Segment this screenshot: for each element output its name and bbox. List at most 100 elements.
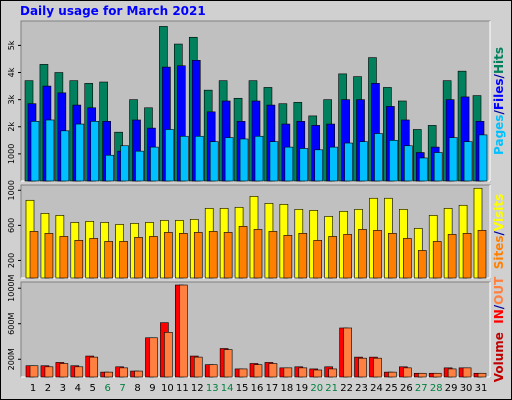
bar xyxy=(105,154,114,182)
y-tick-label: 200 xyxy=(7,253,16,268)
bar xyxy=(373,357,382,378)
x-tick-label: 11 xyxy=(176,383,189,394)
bar xyxy=(283,235,293,279)
x-tick-label: 9 xyxy=(149,383,155,394)
legend-entry: Hits xyxy=(492,47,506,74)
y-tick-label: 1000 xyxy=(7,180,16,200)
bar xyxy=(417,250,427,279)
x-tick-label: 25 xyxy=(385,383,398,394)
bar xyxy=(389,140,398,182)
bar xyxy=(433,152,443,182)
x-tick-label: 5 xyxy=(90,383,96,394)
legend-entry: OUT xyxy=(492,276,506,305)
legend-separator: / xyxy=(492,110,506,115)
bar xyxy=(358,357,367,378)
bar xyxy=(254,135,264,182)
bar xyxy=(44,366,54,378)
bar xyxy=(329,146,338,182)
y-tick-label: 600 xyxy=(7,218,16,233)
x-tick-label: 18 xyxy=(280,383,293,394)
bar xyxy=(29,365,39,378)
bar xyxy=(209,141,219,182)
bar xyxy=(477,372,487,378)
x-tick-label: 23 xyxy=(355,383,368,394)
y-tick-label: 3k xyxy=(7,94,16,104)
bar xyxy=(194,135,204,182)
bar xyxy=(447,234,457,279)
bar xyxy=(432,372,442,378)
bar xyxy=(328,236,337,279)
legend-separator: / xyxy=(492,73,506,78)
legend-separator: / xyxy=(492,230,506,235)
bar xyxy=(223,232,233,279)
legend: Sites/Visits xyxy=(492,194,506,270)
y-tick-label: 4k xyxy=(7,67,16,77)
legend-entry: Files xyxy=(492,78,506,110)
bar xyxy=(268,363,278,378)
y-tick-label: 1000 xyxy=(7,144,16,164)
bar xyxy=(60,130,70,182)
bar xyxy=(223,349,233,378)
bar xyxy=(30,121,40,182)
bar xyxy=(462,367,472,378)
legend-label: Volume xyxy=(492,332,506,382)
x-tick-label: 8 xyxy=(134,383,140,394)
x-tick-label: 29 xyxy=(445,383,458,394)
bar xyxy=(74,366,84,378)
bar xyxy=(134,370,143,378)
bar xyxy=(284,146,294,182)
x-tick-label: 28 xyxy=(430,383,443,394)
x-tick-label: 19 xyxy=(295,383,308,394)
bar xyxy=(373,230,382,279)
bar xyxy=(90,121,100,182)
bar xyxy=(298,233,308,279)
bar xyxy=(477,230,487,279)
y-tick-label: 5k xyxy=(7,40,16,50)
x-tick-label: 14 xyxy=(221,383,234,394)
bar xyxy=(165,129,174,182)
x-tick-label: 20 xyxy=(310,383,323,394)
bar xyxy=(104,371,113,378)
bar xyxy=(283,367,293,378)
x-tick-label: 26 xyxy=(400,383,413,394)
x-tick-label: 7 xyxy=(119,383,125,394)
bar xyxy=(75,123,85,182)
bar xyxy=(374,133,383,182)
bar xyxy=(404,145,413,182)
x-tick-label: 1 xyxy=(30,383,36,394)
bar xyxy=(359,141,368,182)
x-tick-label: 24 xyxy=(370,383,383,394)
bar xyxy=(269,141,279,182)
bar xyxy=(313,369,323,378)
bar xyxy=(238,368,248,378)
x-tick-label: 31 xyxy=(475,383,488,394)
bar xyxy=(164,332,173,378)
bar xyxy=(179,284,188,378)
bar xyxy=(180,135,189,182)
legend: Volume IN/OUT xyxy=(492,276,506,382)
y-tick-label: 1000M xyxy=(7,274,16,301)
bar xyxy=(253,364,263,378)
bar xyxy=(343,327,352,378)
bar xyxy=(314,149,324,182)
bar xyxy=(447,368,457,378)
legend-separator: / xyxy=(492,304,506,309)
x-tick-label: 6 xyxy=(104,383,110,394)
x-tick-label: 16 xyxy=(251,383,264,394)
bar xyxy=(344,142,353,182)
legend-entry: Visits xyxy=(492,194,506,231)
bar xyxy=(193,356,203,378)
bar xyxy=(328,368,337,378)
bar xyxy=(89,238,99,279)
bar xyxy=(135,150,144,182)
bar xyxy=(239,138,249,182)
bar xyxy=(224,137,234,182)
y-tick-label: 200M xyxy=(7,348,16,370)
bar xyxy=(448,137,458,182)
x-tick-label: 4 xyxy=(75,383,81,394)
bar xyxy=(298,367,308,378)
x-tick-label: 2 xyxy=(45,383,51,394)
x-tick-label: 15 xyxy=(236,383,249,394)
bar xyxy=(388,371,397,378)
bar xyxy=(299,148,309,182)
